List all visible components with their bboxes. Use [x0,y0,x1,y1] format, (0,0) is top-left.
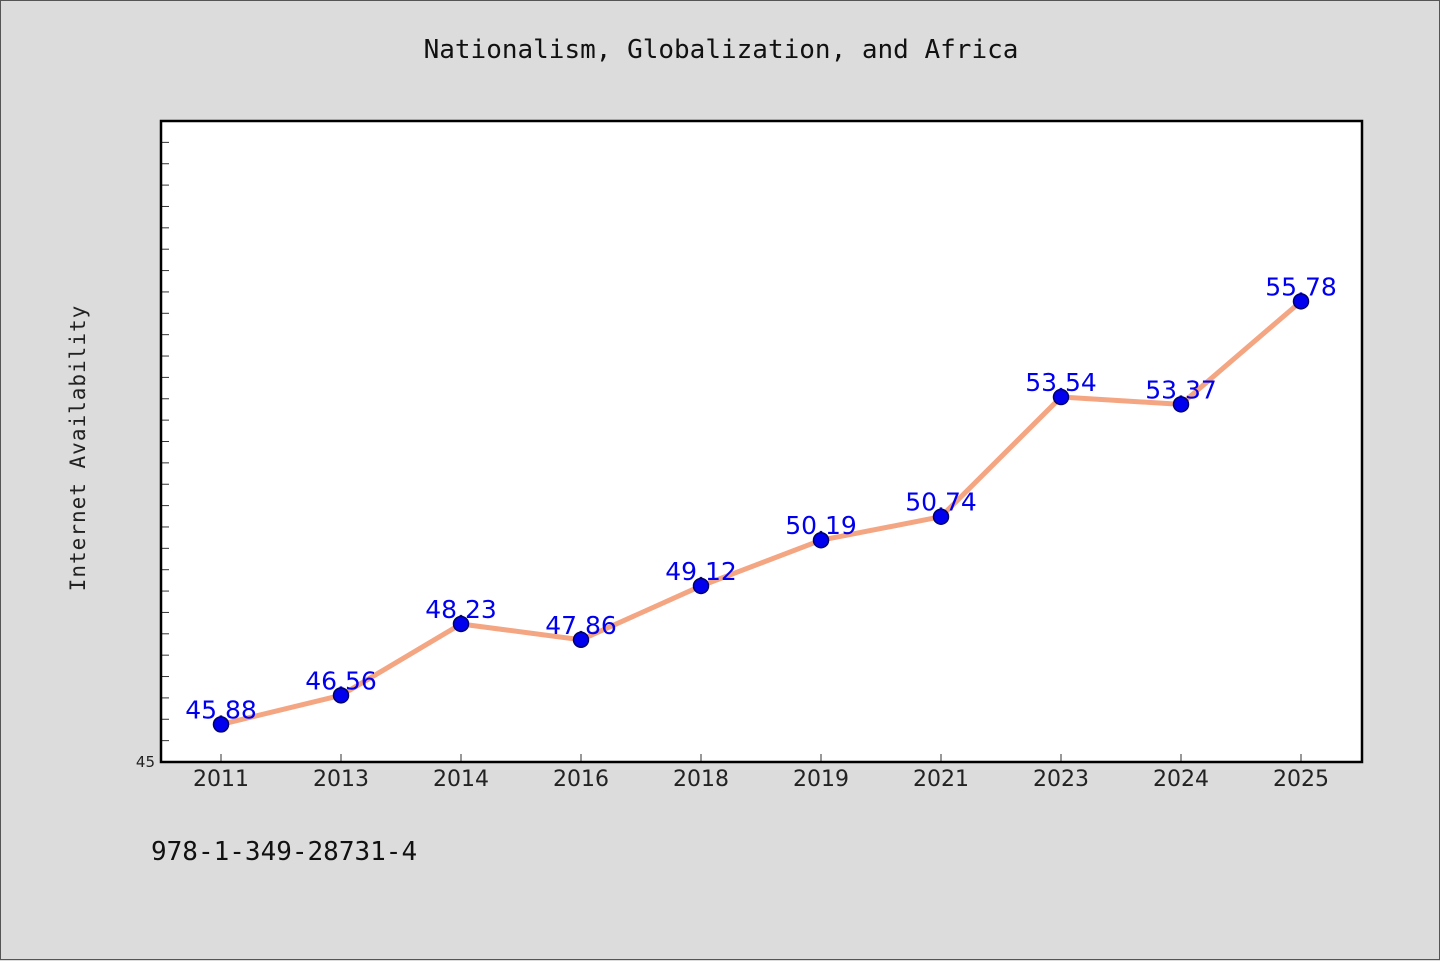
x-tick-label: 2014 [433,767,489,792]
data-point [1172,396,1190,413]
data-point [212,716,230,733]
data-point [812,531,830,549]
series-line [218,298,1304,727]
x-tick-label: 2011 [193,767,249,792]
isbn-footnote: 978-1-349-28731-4 [151,837,418,867]
x-tick-label: 2024 [1153,767,1209,792]
data-point [452,615,470,633]
data-point [932,508,950,525]
x-tick-label: 2021 [913,767,969,792]
data-point [1292,293,1310,310]
plot-area [161,121,1362,762]
data-point [332,687,350,704]
data-point [572,631,590,649]
chart-title: Nationalism, Globalization, and Africa [423,35,1019,65]
data-point [1052,388,1070,406]
plot-border [159,119,1364,764]
x-tick-label: 2025 [1273,767,1329,792]
data-point [692,577,710,595]
y-axis-label: Internet Availability [66,304,90,592]
y-tick-label: 45 [136,753,155,771]
x-tick-label: 2023 [1033,767,1089,792]
x-tick-label: 2019 [793,767,849,792]
x-tick-label: 2013 [313,767,369,792]
x-tick-label: 2018 [673,767,729,792]
x-tick-label: 2016 [553,767,609,792]
